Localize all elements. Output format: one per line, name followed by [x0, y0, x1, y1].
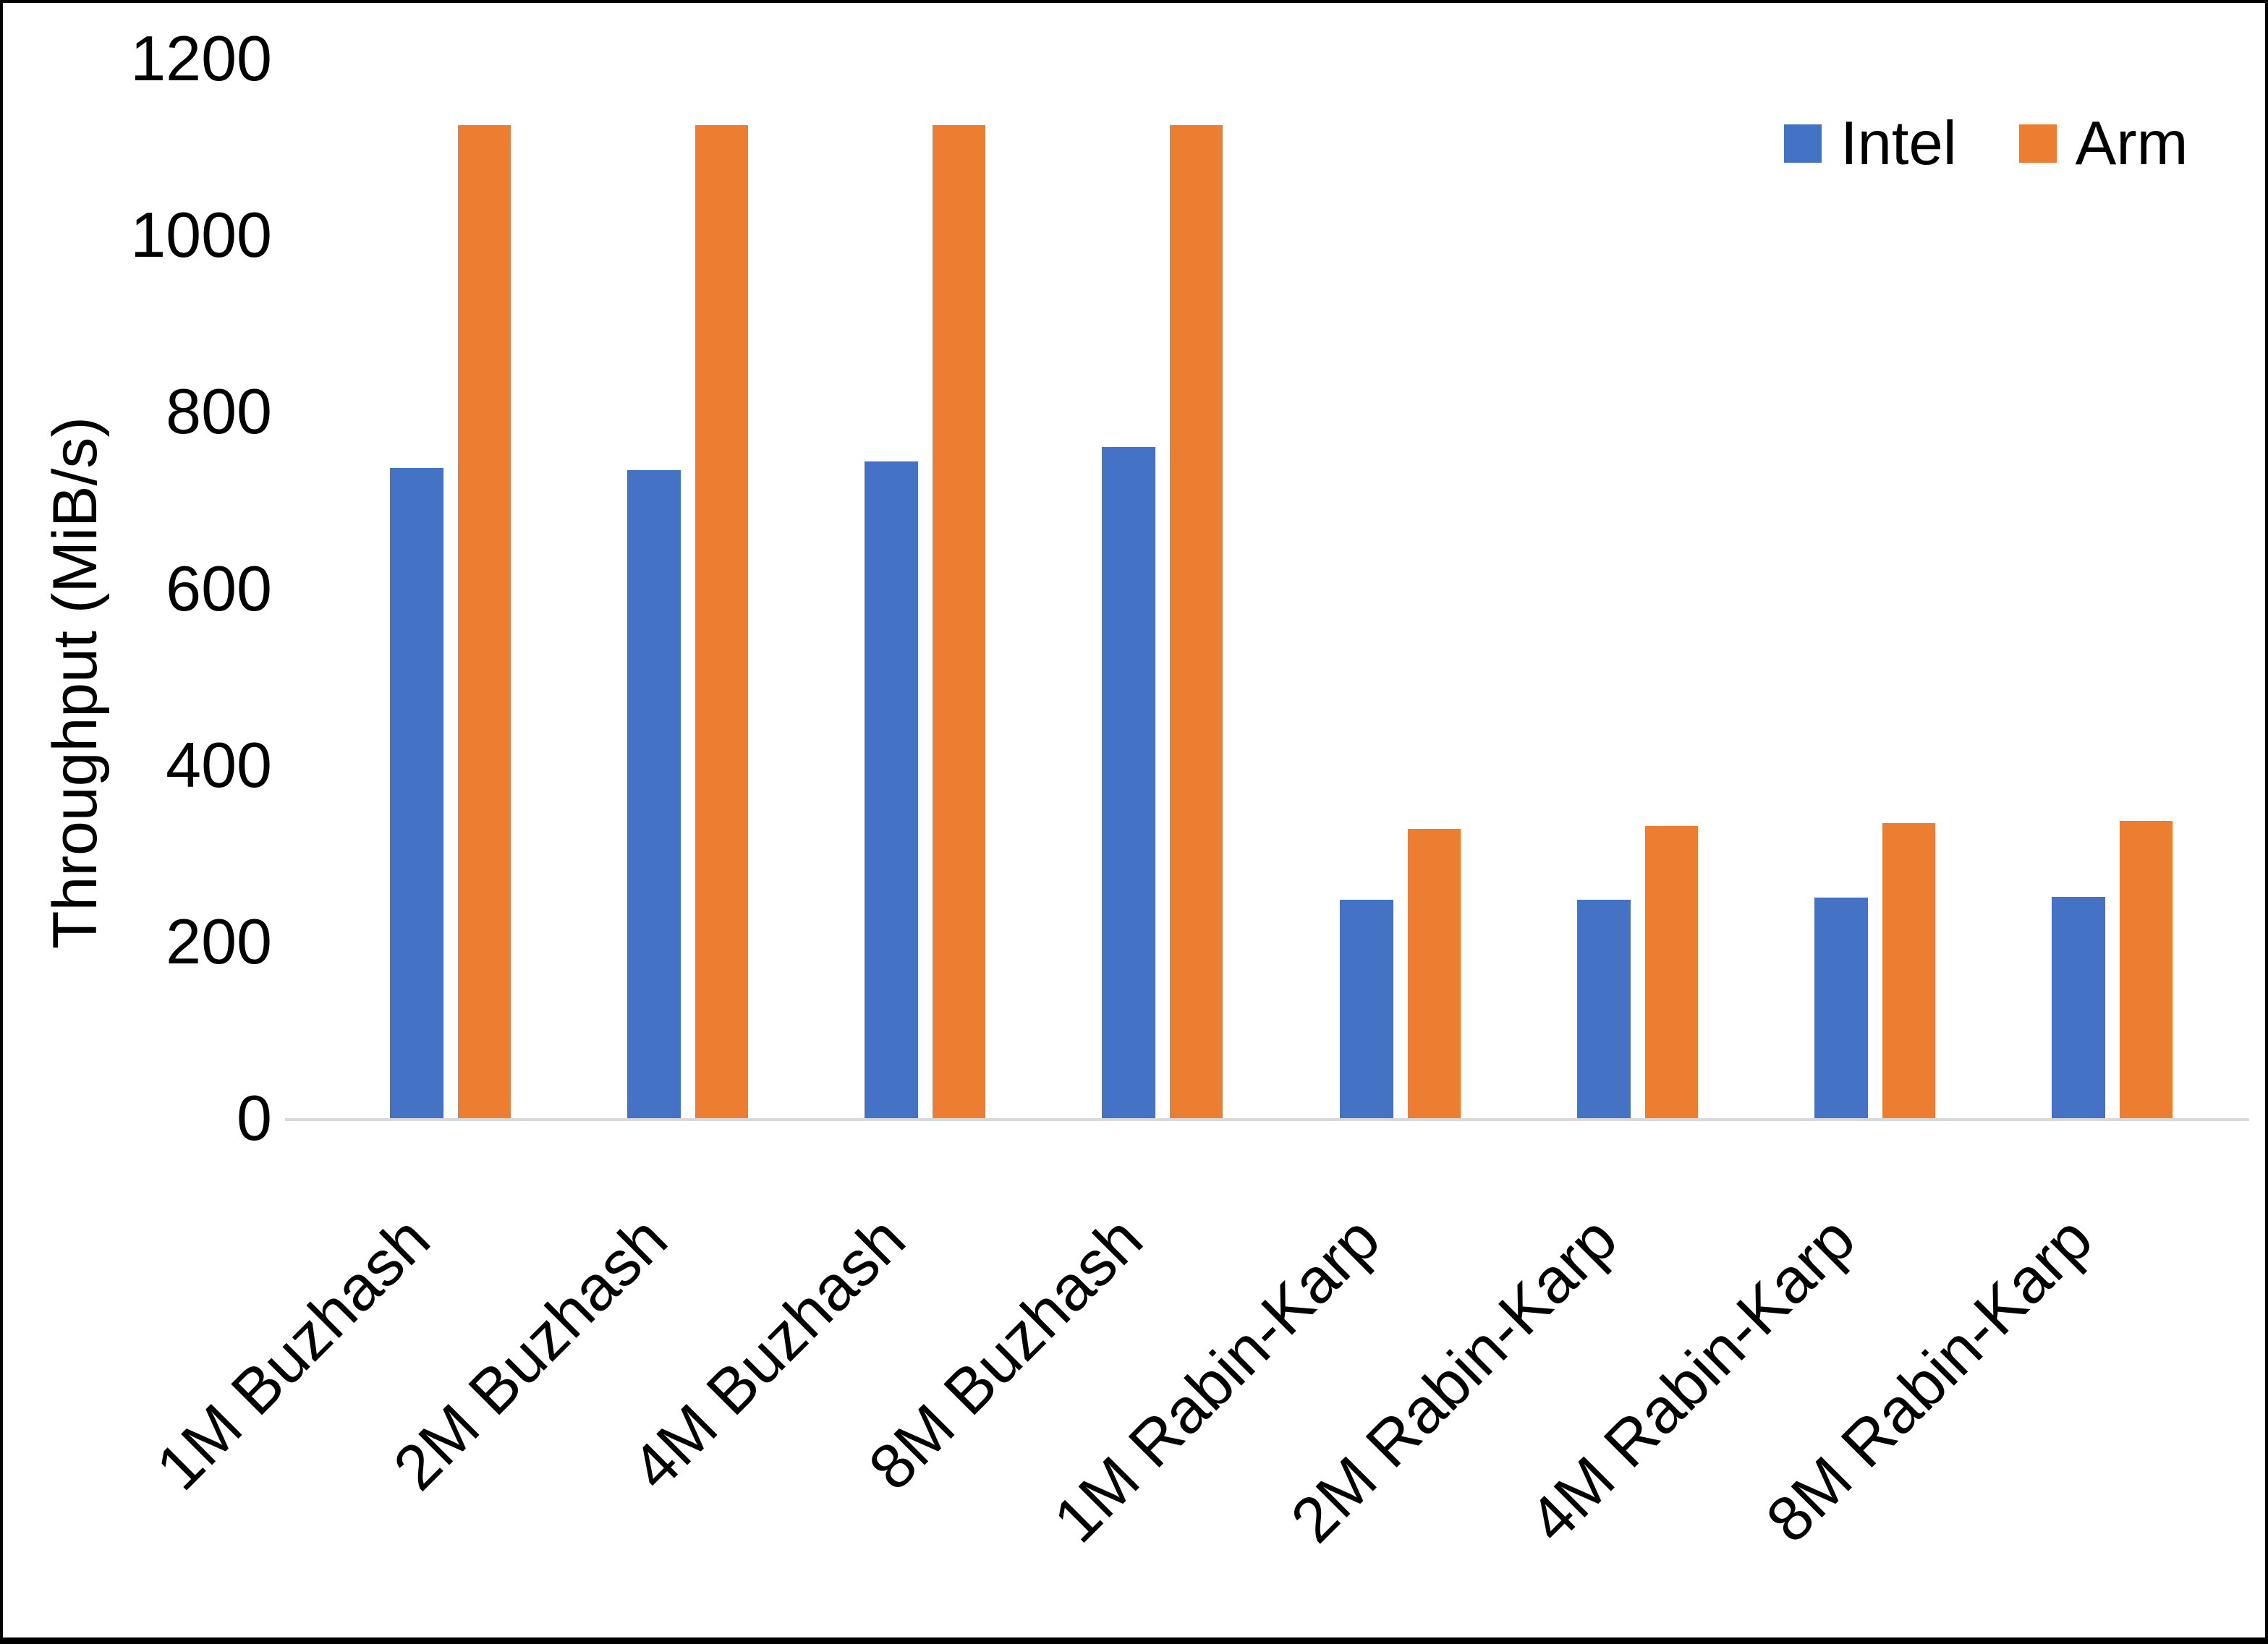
legend-label-intel: Intel — [1840, 109, 1957, 178]
y-axis-title: Throughput (MiB/s) — [41, 416, 110, 950]
bar-intel-8m-buzhash — [1102, 447, 1156, 1118]
bar-arm-4m-rabin-karp — [1882, 823, 1936, 1118]
bar-arm-1m-rabin-karp — [1407, 828, 1461, 1118]
legend-item-arm: Arm — [2018, 109, 2188, 178]
bar-arm-4m-buzhash — [933, 124, 986, 1118]
y-tick-label-1000: 1000 — [130, 199, 272, 271]
bar-intel-8m-rabin-karp — [2052, 896, 2106, 1118]
bar-arm-2m-buzhash — [695, 124, 748, 1118]
bar-intel-4m-buzhash — [865, 461, 919, 1118]
bar-arm-2m-rabin-karp — [1644, 825, 1698, 1118]
bar-intel-1m-rabin-karp — [1339, 900, 1393, 1118]
bar-intel-1m-buzhash — [389, 468, 443, 1118]
y-tick-label-200: 200 — [166, 905, 272, 977]
bar-arm-8m-buzhash — [1170, 124, 1223, 1118]
bar-intel-2m-rabin-karp — [1576, 900, 1631, 1118]
legend-swatch-intel — [1784, 124, 1822, 163]
bar-intel-2m-buzhash — [627, 469, 681, 1118]
bar-intel-4m-rabin-karp — [1814, 897, 1869, 1118]
bar-arm-8m-rabin-karp — [2120, 820, 2173, 1118]
legend-item-intel: Intel — [1784, 113, 1957, 174]
bar-arm-1m-buzhash — [457, 124, 511, 1118]
legend-label-arm: Arm — [2075, 109, 2188, 178]
y-tick-label-400: 400 — [166, 728, 272, 801]
y-tick-label-0: 0 — [237, 1082, 272, 1154]
legend: Intel Arm — [1784, 113, 2188, 174]
x-axis-line — [285, 1118, 2249, 1121]
y-tick-label-1200: 1200 — [130, 22, 272, 94]
legend-swatch-arm — [2018, 124, 2057, 163]
y-tick-label-600: 600 — [166, 552, 272, 624]
y-tick-label-800: 800 — [166, 375, 272, 448]
